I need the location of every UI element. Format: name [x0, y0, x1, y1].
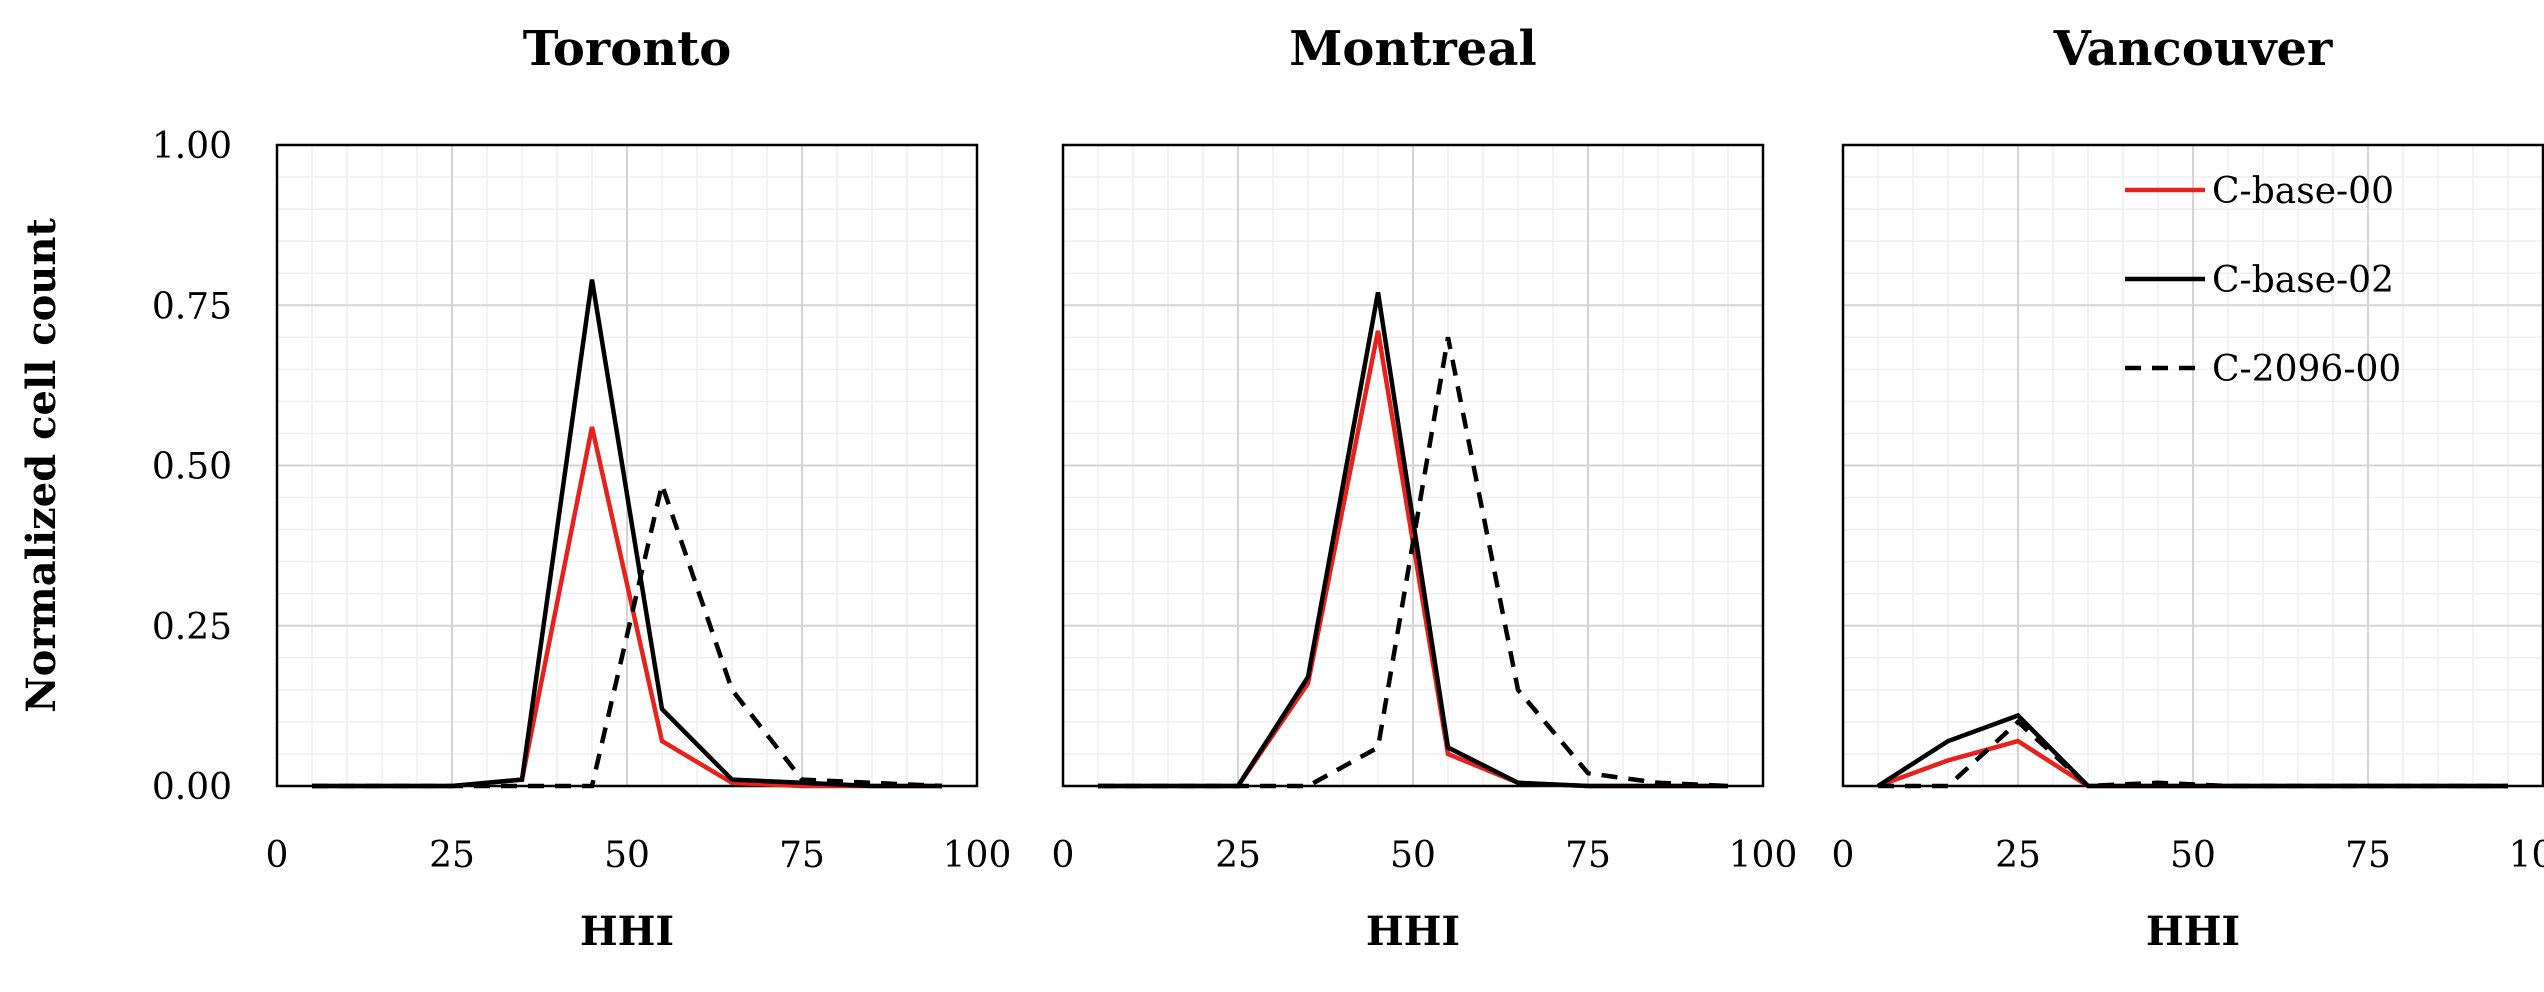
plot-frame [1061, 143, 1765, 788]
series-line-c-2096-00 [1098, 336, 1729, 789]
plot-frame [275, 143, 979, 788]
legend-label: C-base-02 [2212, 260, 2394, 301]
x-tick-label: 50 [2170, 835, 2216, 876]
series-line-c-2096-00 [1878, 718, 2508, 789]
x-tick-label: 75 [779, 835, 825, 876]
y-axis-label: Normalized cell count [18, 218, 65, 713]
panel-vancouver: Vancouver 0 25 50 75 100 HHI C-base-00 C-base-02… [1832, 21, 2544, 955]
chart-title: Montreal [1289, 21, 1536, 77]
y-tick-label: 0.50 [152, 447, 232, 488]
y-tick-label: 0.25 [152, 607, 232, 648]
y-tick-label: 1.00 [152, 126, 232, 167]
x-tick-label: 0 [266, 835, 289, 876]
x-axis-label: HHI [580, 908, 674, 955]
series-line-c-base-02 [1098, 291, 1728, 789]
x-tick-label: 100 [2509, 835, 2544, 876]
series-line-c-base-02 [312, 279, 942, 789]
x-tick-label: 25 [429, 835, 475, 876]
x-axis-label: HHI [1366, 908, 1460, 955]
x-tick-label: 50 [604, 835, 650, 876]
y-tick-label: 0.75 [152, 286, 232, 327]
y-tick-label: 0.00 [152, 767, 232, 808]
legend: C-base-00 C-base-02 C-2096-00 [2125, 171, 2401, 390]
panel-toronto: Toronto 0 25 50 75 100 HHI 0.00 0.25 0.50 0.75 1.00… [18, 21, 1011, 955]
x-tick-label: 75 [1565, 835, 1611, 876]
chart-panels: Toronto 0 25 50 75 100 HHI 0.00 0.25 0.50 0.75 1.00… [18, 21, 2544, 955]
panel-montreal: Montreal 0 25 50 75 100 HHI [1052, 21, 1798, 955]
series-line-c-2096-00 [312, 476, 943, 789]
x-tick-label: 75 [2345, 835, 2391, 876]
chart-title: Vancouver [2053, 21, 2333, 77]
x-tick-label: 25 [1215, 835, 1261, 876]
x-tick-label: 0 [1832, 835, 1855, 876]
legend-label: C-2096-00 [2212, 349, 2401, 390]
x-axis-label: HHI [2146, 908, 2240, 955]
x-tick-label: 25 [1995, 835, 2041, 876]
x-tick-label: 50 [1390, 835, 1436, 876]
chart-title: Toronto [523, 21, 732, 77]
x-tick-label: 100 [1729, 835, 1798, 876]
x-tick-label: 0 [1052, 835, 1075, 876]
x-tick-label: 100 [943, 835, 1012, 876]
legend-label: C-base-00 [2212, 171, 2394, 212]
